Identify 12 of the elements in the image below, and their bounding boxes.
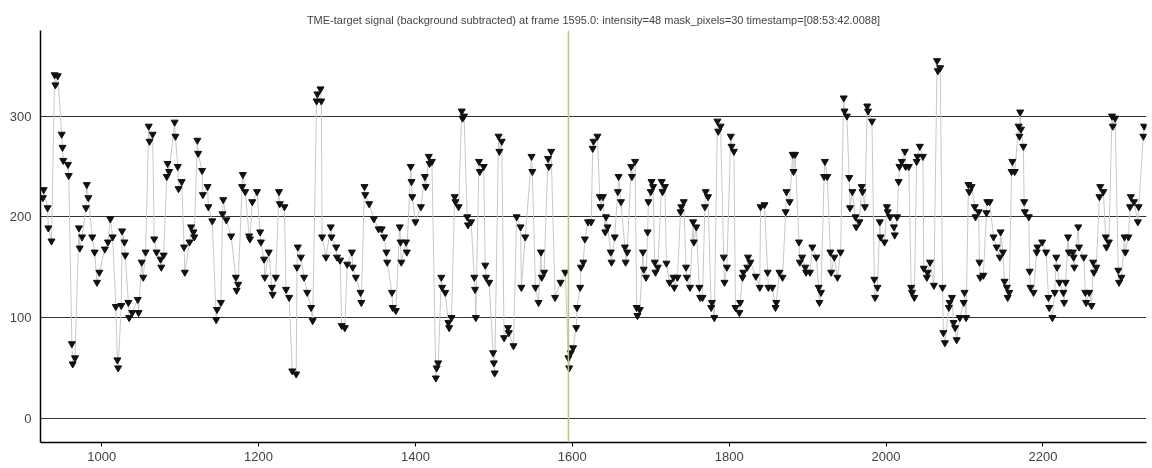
y-tick-label: 200 (9, 209, 32, 225)
y-tick-label: 300 (9, 108, 32, 124)
x-tick-label: 2200 (1028, 448, 1058, 464)
x-tick-label: 1000 (87, 448, 117, 464)
y-tick-label: 0 (24, 410, 32, 426)
x-tick-label: 1200 (244, 448, 274, 464)
x-tick-label: 1600 (557, 448, 587, 464)
y-tick-label: 100 (9, 310, 32, 326)
chart-title: TME-target signal (background subtracted) at frame 1595.0: intensity=48 mask_pixels=30 timestamp=[08:53:42.0088] (306, 13, 881, 26)
x-tick-label: 1400 (400, 448, 430, 464)
x-tick-label: 1800 (714, 448, 744, 464)
x-tick-label: 2000 (871, 448, 901, 464)
